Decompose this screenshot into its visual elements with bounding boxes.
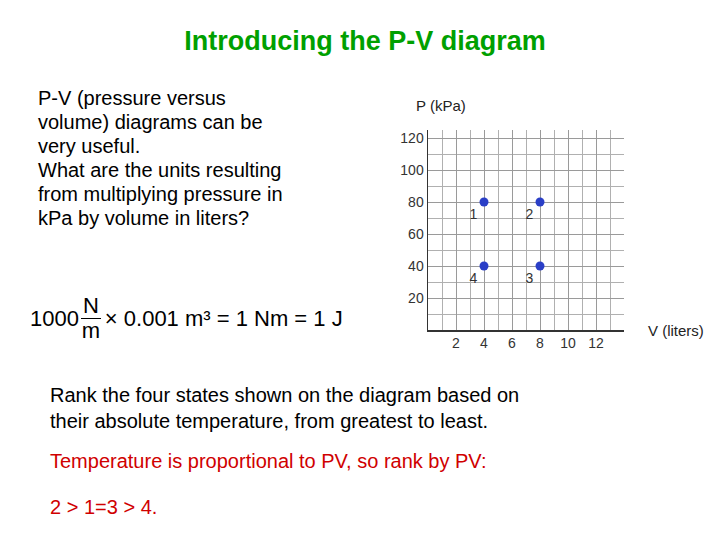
svg-text:80: 80 — [408, 194, 424, 210]
svg-text:2: 2 — [526, 206, 534, 222]
svg-text:4: 4 — [470, 270, 478, 286]
html-text:very useful.: very useful. — [38, 135, 141, 157]
html-text:Temperature is proportional to: Temperature is proportional to PV, so ra… — [50, 450, 487, 472]
svg-text:10: 10 — [560, 335, 576, 351]
html-text:m× 0.001 m³ = 1 Nm = 1 J: m× 0.001 m³ = 1 Nm = 1 J — [81, 305, 343, 343]
html-text:What are the units resulting: What are the units resulting — [38, 159, 282, 181]
svg-text:40: 40 — [408, 258, 424, 274]
svg-text:120: 120 — [400, 130, 424, 146]
svg-text:P (kPa): P (kPa) — [416, 97, 466, 114]
svg-text:6: 6 — [508, 335, 516, 351]
svg-text:60: 60 — [408, 226, 424, 242]
svg-text:100: 100 — [400, 162, 424, 178]
html-text:1000 N: 1000 N — [30, 293, 99, 331]
svg-text:V (liters): V (liters) — [648, 322, 704, 339]
html-text:kPa by volume in liters?: kPa by volume in liters? — [38, 207, 250, 229]
html-text:their absolute temperature, fr: their absolute temperature, from greates… — [50, 410, 488, 432]
svg-text:20: 20 — [408, 290, 424, 306]
html-text:P-V (pressure versus: P-V (pressure versus — [38, 87, 226, 109]
svg-text:3: 3 — [526, 270, 534, 286]
svg-text:2: 2 — [452, 335, 460, 351]
svg-text:1: 1 — [470, 206, 478, 222]
html-text:Introducing the P-V diagram: Introducing the P-V diagram — [184, 26, 546, 56]
svg-text:8: 8 — [536, 335, 544, 351]
html-text:2 > 1=3 > 4.: 2 > 1=3 > 4. — [50, 496, 158, 518]
svg-text:4: 4 — [480, 335, 488, 351]
html-text:volume) diagrams can be: volume) diagrams can be — [38, 111, 263, 133]
svg-text:12: 12 — [588, 335, 604, 351]
html-text:Rank the four states shown on: Rank the four states shown on the diagra… — [50, 384, 520, 406]
html-text:from multiplying pressure in: from multiplying pressure in — [38, 183, 283, 205]
